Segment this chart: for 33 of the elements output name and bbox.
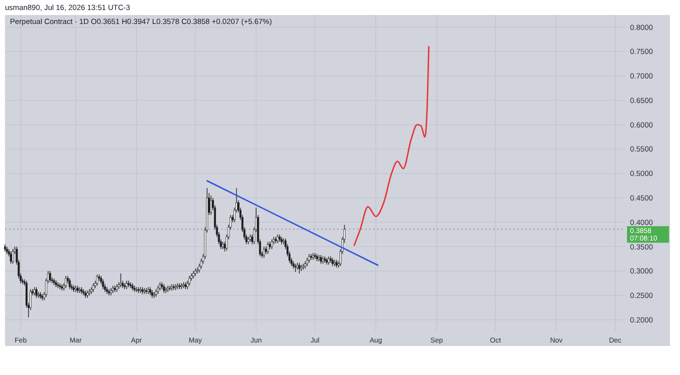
candlestick [49, 270, 52, 283]
candlestick [58, 282, 61, 290]
candlestick [316, 254, 318, 262]
candlestick [84, 290, 86, 298]
candlestick [133, 285, 136, 292]
candlestick [6, 246, 8, 254]
candlestick [120, 273, 122, 288]
candlestick [188, 276, 190, 286]
candlestick [200, 258, 202, 269]
candlestick [64, 276, 67, 288]
candlestick [4, 244, 6, 252]
candlestick [56, 282, 59, 288]
line-series [354, 46, 430, 246]
candlestick [96, 274, 98, 286]
candlestick [298, 262, 300, 274]
candlestick [130, 282, 132, 288]
candlestick [132, 282, 134, 291]
candlestick [318, 254, 320, 262]
candlestick [310, 254, 312, 260]
candlestick [112, 285, 114, 294]
candlestick [76, 285, 79, 294]
candlestick [135, 286, 138, 292]
candlestick [210, 195, 212, 216]
candlestick [312, 252, 314, 260]
candlestick [264, 246, 267, 254]
candlestick [266, 241, 269, 254]
candlestick [137, 286, 140, 294]
candlestick [86, 290, 88, 298]
candlestick [68, 278, 71, 290]
candlestick [314, 252, 316, 260]
candlestick [12, 248, 14, 264]
candlestick [102, 278, 104, 290]
candlestick [180, 282, 183, 290]
